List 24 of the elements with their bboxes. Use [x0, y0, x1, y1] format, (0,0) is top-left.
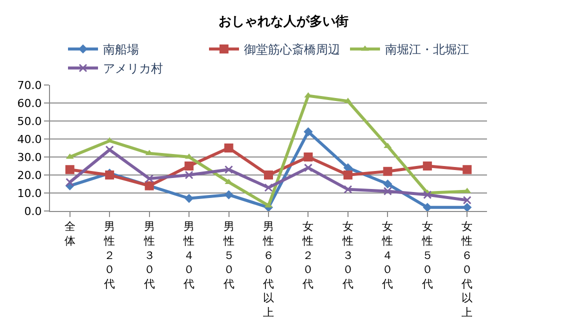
x-tick-label: 男性６０代以上: [262, 220, 274, 319]
x-tick-label: 女性４０代: [381, 220, 394, 290]
y-tick-label: 50.0: [17, 114, 42, 128]
x-tick-label: 女性２０代: [302, 220, 314, 290]
x-tick-label: 男性４０代: [182, 220, 195, 290]
y-tick-label: 0.0: [24, 204, 42, 218]
chart-title: おしゃれな人が多い街: [218, 14, 348, 30]
y-tick-label: 70.0: [17, 78, 42, 92]
y-tick-label: 10.0: [17, 186, 42, 200]
x-tick-label: 女性３０代: [341, 220, 354, 290]
x-tick-label: 女性６０代以上: [460, 220, 473, 319]
y-tick-label: 40.0: [17, 132, 42, 146]
x-tick-label: 男性３０代: [142, 220, 155, 290]
legend-label: 南船場: [103, 42, 139, 57]
y-tick-label: 20.0: [17, 168, 42, 182]
y-tick-label: 60.0: [17, 96, 42, 110]
x-tick-label: 男性２０代: [103, 220, 116, 290]
legend-label: アメリカ村: [103, 62, 163, 76]
legend-label: 御堂筋心斎橋周辺: [244, 42, 340, 57]
legend-label: 南堀江・北堀江: [385, 42, 469, 57]
x-tick-label: 全体: [64, 220, 76, 248]
y-tick-label: 30.0: [17, 150, 42, 164]
x-tick-label: 男性５０代: [222, 220, 234, 290]
x-tick-label: 女性５０代: [420, 220, 433, 290]
